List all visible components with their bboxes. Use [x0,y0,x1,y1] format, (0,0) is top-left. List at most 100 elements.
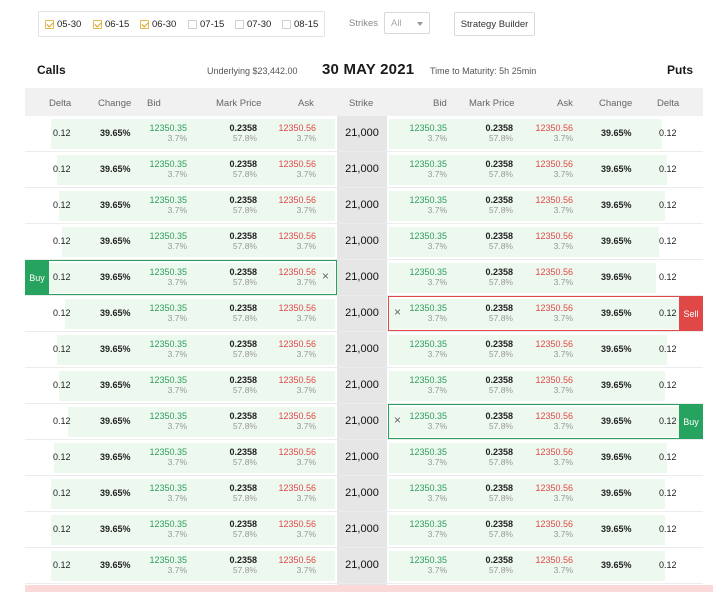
call-ask[interactable]: 12350.56 [278,339,316,349]
call-bid[interactable]: 12350.35 [149,123,187,133]
call-change: 39.65% [100,308,131,318]
call-change: 39.65% [100,380,131,390]
call-ask[interactable]: 12350.56 [278,159,316,169]
put-ask[interactable]: 12350.56 [535,555,573,565]
put-ask[interactable]: 12350.56 [535,231,573,241]
put-ask[interactable]: 12350.56 [535,519,573,529]
put-bid[interactable]: 12350.35 [409,159,447,169]
table-row[interactable]: 0.12 39.65% 12350.35 3.7% 0.2358 57.8% 12350.5… [25,332,703,368]
call-ask[interactable]: 12350.56 [278,231,316,241]
put-delta: 0.12 [659,560,677,570]
expiry-checkbox-5[interactable]: 08-15 [282,12,318,36]
close-icon[interactable]: × [322,269,330,283]
table-row[interactable]: 0.12 39.65% 12350.35 3.7% 0.2358 57.8% 12350.5… [25,188,703,224]
put-bid[interactable]: 12350.35 [409,555,447,565]
put-bid[interactable]: 12350.35 [409,339,447,349]
expiry-checkbox-0[interactable]: 05-30 [45,12,81,36]
call-change: 39.65% [100,416,131,426]
table-row[interactable]: 0.12 39.65% 12350.35 3.7% 0.2358 57.8% 12350.5… [25,404,703,440]
close-icon[interactable]: × [394,413,402,427]
put-depth-bar [389,515,665,545]
row-divider [25,367,703,368]
table-row[interactable]: 0.12 39.65% 12350.35 3.7% 0.2358 57.8% 12350.5… [25,548,703,584]
call-bid[interactable]: 12350.35 [149,267,187,277]
call-mark: 0.2358 [229,411,257,421]
put-bid[interactable]: 12350.35 [409,267,447,277]
table-row[interactable]: 0.12 39.65% 12350.35 3.7% 0.2358 57.8% 12350.5… [25,440,703,476]
close-icon[interactable]: × [394,305,402,319]
header-put-delta: Delta [657,98,680,109]
call-bid[interactable]: 12350.35 [149,303,187,313]
call-ask[interactable]: 12350.56 [278,303,316,313]
strikes-select[interactable]: All [384,12,430,34]
call-ask[interactable]: 12350.56 [278,483,316,493]
put-ask[interactable]: 12350.56 [535,195,573,205]
put-ask[interactable]: 12350.56 [535,375,573,385]
table-row[interactable]: 0.12 39.65% 12350.35 3.7% 0.2358 57.8% 12350.5… [25,368,703,404]
put-ask[interactable]: 12350.56 [535,267,573,277]
put-bid[interactable]: 12350.35 [409,411,447,421]
put-bid[interactable]: 12350.35 [409,303,447,313]
table-row[interactable]: 0.12 39.65% 12350.35 3.7% 0.2358 57.8% 12350.5… [25,152,703,188]
call-bid[interactable]: 12350.35 [149,555,187,565]
expiry-checkbox-1[interactable]: 06-15 [93,12,129,36]
put-sell-tag[interactable]: Sell [679,296,703,331]
put-ask[interactable]: 12350.56 [535,411,573,421]
table-row[interactable]: 0.12 39.65% 12350.35 3.7% 0.2358 57.8% 12350.5… [25,476,703,512]
call-ask[interactable]: 12350.56 [278,519,316,529]
put-mark-iv: 57.8% [488,385,513,395]
expiry-label: 08-15 [294,18,319,30]
call-bid[interactable]: 12350.35 [149,447,187,457]
table-row[interactable]: 0.12 39.65% 12350.35 3.7% 0.2358 57.8% 12350.5… [25,512,703,548]
put-bid[interactable]: 12350.35 [409,195,447,205]
call-bid[interactable]: 12350.35 [149,159,187,169]
put-bid[interactable]: 12350.35 [409,447,447,457]
call-bid[interactable]: 12350.35 [149,519,187,529]
put-ask[interactable]: 12350.56 [535,483,573,493]
strategy-builder-button[interactable]: Strategy Builder [454,12,535,36]
call-bid-iv: 3.7% [167,529,187,539]
put-bid[interactable]: 12350.35 [409,519,447,529]
put-ask[interactable]: 12350.56 [535,339,573,349]
expiry-checkbox-4[interactable]: 07-30 [235,12,271,36]
header-strike: Strike [349,98,374,109]
put-ask[interactable]: 12350.56 [535,123,573,133]
call-bid[interactable]: 12350.35 [149,339,187,349]
put-bid-iv: 3.7% [427,205,447,215]
table-row[interactable]: 0.12 39.65% 12350.35 3.7% 0.2358 57.8% 12350.5… [25,224,703,260]
put-buy-tag[interactable]: Buy [679,404,703,439]
expiry-checkbox-2[interactable]: 06-30 [140,12,176,36]
call-ask[interactable]: 12350.56 [278,123,316,133]
call-ask[interactable]: 12350.56 [278,375,316,385]
call-delta: 0.12 [53,128,71,138]
row-divider [25,187,703,188]
put-bid[interactable]: 12350.35 [409,231,447,241]
put-bid[interactable]: 12350.35 [409,375,447,385]
call-bid[interactable]: 12350.35 [149,231,187,241]
put-ask[interactable]: 12350.56 [535,303,573,313]
call-delta: 0.12 [53,344,71,354]
put-bid-iv: 3.7% [427,493,447,503]
call-buy-tag[interactable]: Buy [25,260,49,295]
table-row[interactable]: 0.12 39.65% 12350.35 3.7% 0.2358 57.8% 12350.5… [25,116,703,152]
call-ask-iv: 3.7% [296,241,316,251]
put-bid[interactable]: 12350.35 [409,483,447,493]
expiry-checkbox-3[interactable]: 07-15 [188,12,224,36]
call-bid[interactable]: 12350.35 [149,375,187,385]
call-bid[interactable]: 12350.35 [149,411,187,421]
call-ask[interactable]: 12350.56 [278,267,316,277]
table-row[interactable]: 0.12 39.65% 12350.35 3.7% 0.2358 57.8% 12350.5… [25,296,703,332]
call-ask[interactable]: 12350.56 [278,447,316,457]
table-row[interactable]: 0.12 39.65% 12350.35 3.7% 0.2358 57.8% 12350.5… [25,260,703,296]
put-bid[interactable]: 12350.35 [409,123,447,133]
strike-price: 21,000 [345,235,379,247]
call-ask[interactable]: 12350.56 [278,195,316,205]
call-bid[interactable]: 12350.35 [149,195,187,205]
call-ask[interactable]: 12350.56 [278,555,316,565]
call-mark: 0.2358 [229,555,257,565]
call-depth-bar [53,443,335,473]
put-ask[interactable]: 12350.56 [535,159,573,169]
call-ask[interactable]: 12350.56 [278,411,316,421]
call-bid[interactable]: 12350.35 [149,483,187,493]
put-ask[interactable]: 12350.56 [535,447,573,457]
